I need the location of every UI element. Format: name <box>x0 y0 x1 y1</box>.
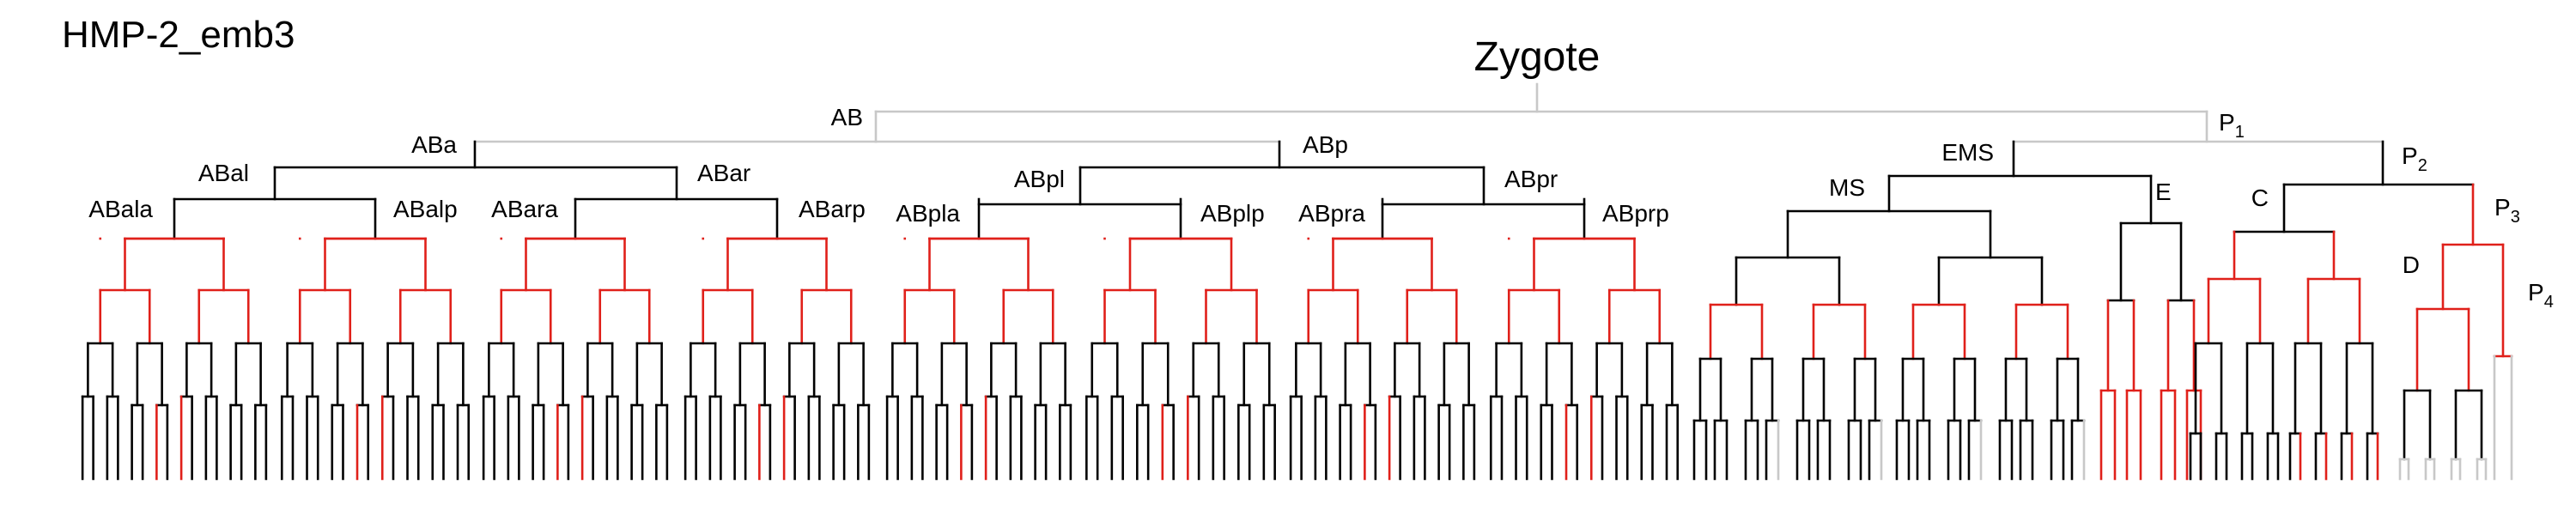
node-label-ABpra: ABpra <box>1298 200 1365 227</box>
node-label-ABplp: ABplp <box>1200 200 1265 227</box>
node-label-ABara: ABara <box>491 196 558 222</box>
root-label: Zygote <box>1474 34 1601 80</box>
tree-edges <box>81 82 2513 481</box>
node-label-E: E <box>2155 179 2172 205</box>
embryo-title: HMP-2_emb3 <box>62 14 295 56</box>
node-label-ABprp: ABprp <box>1602 200 1669 227</box>
node-label-ABa: ABa <box>411 131 457 158</box>
node-label-ABpl: ABpl <box>1014 166 1065 192</box>
node-label-ABalp: ABalp <box>393 196 458 222</box>
node-labels: AB P1 ABa ABp ABal ABar ABpl ABpr ABala … <box>88 104 2554 312</box>
node-label-C: C <box>2251 185 2269 211</box>
node-label-P3: P3 <box>2494 194 2520 227</box>
node-label-ABp: ABp <box>1303 131 1348 158</box>
node-label-MS: MS <box>1829 174 1865 201</box>
node-label-ABarp: ABarp <box>799 196 866 222</box>
node-label-P4: P4 <box>2528 279 2554 312</box>
node-label-ABala: ABala <box>88 196 153 222</box>
node-label-D: D <box>2403 251 2420 278</box>
node-label-P1: P1 <box>2219 109 2245 142</box>
node-label-ABar: ABar <box>697 160 750 186</box>
node-label-EMS: EMS <box>1941 139 1994 166</box>
node-label-AB: AB <box>831 104 863 130</box>
node-label-ABpla: ABpla <box>896 200 960 227</box>
node-label-ABpr: ABpr <box>1504 166 1558 192</box>
node-label-ABal: ABal <box>198 160 249 186</box>
node-label-P2: P2 <box>2402 142 2427 175</box>
